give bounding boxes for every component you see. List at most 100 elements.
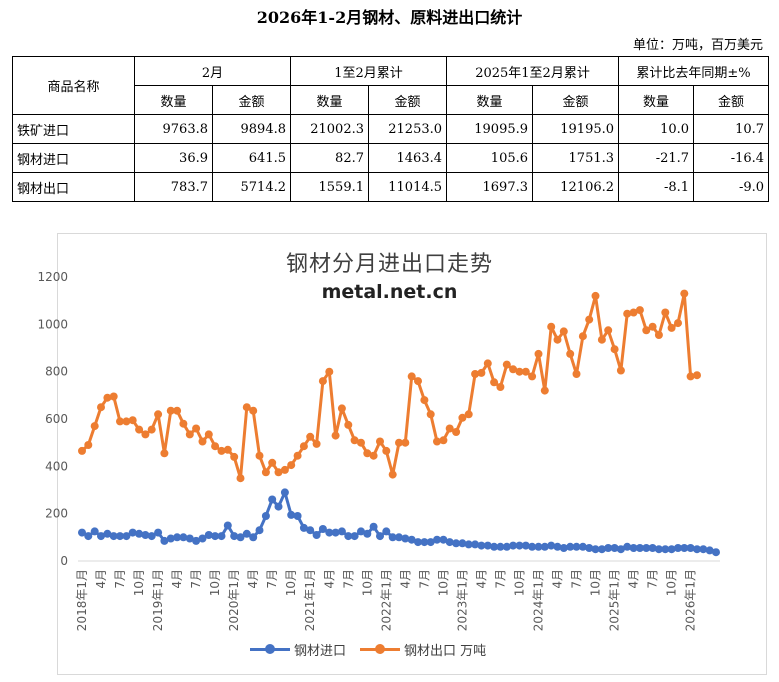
table-cell: 21253.0 [367, 114, 448, 144]
data-point-import [166, 534, 175, 543]
data-point-import [604, 544, 613, 552]
table-cell: 1559.1 [290, 172, 369, 202]
data-point-export [78, 446, 86, 455]
data-point-export [388, 470, 397, 479]
data-point-import [116, 532, 124, 541]
row-name: 钢材进口 [12, 143, 135, 173]
col-name-header: 商品名称 [12, 56, 135, 115]
data-point-export [604, 326, 613, 335]
data-point-import [502, 542, 511, 551]
data-point-export [559, 327, 568, 336]
table-cell: 19195.0 [532, 114, 620, 144]
data-point-export [318, 377, 327, 386]
data-point-export [616, 366, 625, 375]
data-point-import [471, 540, 480, 549]
data-point-export [154, 410, 163, 419]
table-cell: 10.7 [693, 114, 770, 144]
data-point-import [78, 528, 86, 537]
data-point-export [502, 360, 511, 369]
x-tick-label: 10月 [665, 569, 679, 596]
x-tick-label: 2021年1月 [303, 569, 317, 631]
data-point-export [357, 438, 365, 447]
x-tick-label: 4月 [94, 569, 108, 589]
data-point-import [680, 544, 689, 552]
data-point-import [173, 533, 182, 542]
data-point-import [331, 528, 340, 537]
data-point-export [635, 306, 644, 315]
data-point-export [331, 431, 340, 440]
data-point-export [445, 424, 454, 433]
data-point-export [452, 428, 461, 436]
data-point-import [648, 544, 657, 552]
data-point-import [287, 510, 296, 519]
data-point-export [521, 367, 530, 376]
data-point-import [299, 523, 308, 532]
x-tick-label: 4月 [398, 569, 412, 589]
data-point-import [147, 532, 156, 541]
table-row: 钢材进口 36.9 641.5 82.7 1463.4 105.6 1751.3… [12, 143, 770, 173]
x-tick-label: 7月 [113, 569, 127, 589]
data-point-import [686, 544, 695, 552]
x-tick-label: 7月 [341, 569, 355, 589]
data-point-export [363, 449, 372, 458]
data-point-import [712, 548, 720, 557]
data-point-export [268, 458, 277, 467]
data-point-export [407, 372, 416, 381]
data-point-import [160, 536, 169, 545]
x-tick-label: 7月 [265, 569, 279, 589]
legend-label: 钢材出口 万吨 [404, 643, 487, 659]
data-point-import [585, 544, 594, 552]
data-point-export [185, 430, 194, 439]
data-point-import [597, 545, 606, 554]
data-point-export [179, 419, 188, 428]
legend-item-export: 钢材出口 万吨 [360, 640, 486, 659]
data-point-export [661, 308, 670, 317]
table-cell: 11014.5 [367, 172, 448, 202]
data-point-export [515, 367, 524, 376]
table-cell: 10.0 [618, 114, 695, 144]
data-point-export [464, 410, 473, 419]
data-point-import [230, 532, 239, 541]
data-point-import [483, 541, 492, 550]
x-tick-label: 4月 [170, 569, 184, 589]
data-point-export [401, 438, 410, 447]
data-point-export [236, 474, 245, 483]
x-tick-label: 7月 [570, 569, 584, 589]
legend-label: 钢材进口 [294, 643, 347, 659]
x-tick-label: 10月 [436, 569, 450, 596]
data-point-export [230, 452, 239, 461]
data-point-export [597, 335, 606, 344]
x-tick-label: 10月 [284, 569, 298, 596]
data-point-export [147, 425, 156, 434]
data-point-export [223, 445, 232, 454]
data-point-export [261, 468, 270, 477]
data-point-import [141, 531, 150, 539]
data-point-import [414, 538, 422, 547]
data-point-export [166, 406, 175, 415]
data-point-export [376, 437, 384, 446]
data-point-export [350, 436, 359, 445]
data-point-export [204, 430, 213, 439]
data-point-export [306, 432, 315, 441]
data-point-export [116, 417, 124, 426]
data-point-import [388, 533, 397, 542]
data-point-import [426, 538, 435, 547]
chart-legend: 钢材进口 钢材出口 万吨 [250, 638, 500, 660]
data-point-import [179, 533, 188, 542]
table-cell: 1751.3 [532, 143, 620, 173]
data-point-import [566, 542, 575, 551]
x-tick-label: 7月 [189, 569, 203, 589]
subheader-cell: 金额 [693, 85, 770, 115]
y-tick-label: 400 [45, 459, 68, 473]
row-name: 铁矿进口 [12, 114, 135, 144]
data-point-export [566, 349, 575, 358]
table-cell: 9894.8 [212, 114, 291, 144]
data-point-import [635, 544, 644, 552]
legend-item-import: 钢材进口 [250, 640, 346, 659]
data-point-export [299, 442, 308, 451]
x-tick-label: 2024年1月 [531, 569, 545, 631]
data-point-import [369, 522, 378, 531]
group-header: 累计比去年同期±% [618, 56, 770, 86]
legend-swatch-import [250, 644, 290, 654]
